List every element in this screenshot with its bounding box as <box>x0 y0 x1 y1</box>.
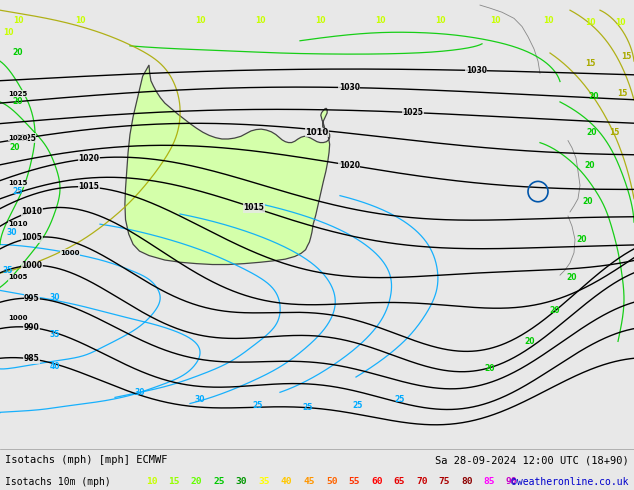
Text: 1025: 1025 <box>403 108 424 117</box>
Text: 90: 90 <box>506 477 517 486</box>
Text: 35: 35 <box>50 330 60 339</box>
Text: 25: 25 <box>353 401 363 410</box>
Text: 1030: 1030 <box>466 66 487 75</box>
Text: 25: 25 <box>213 477 225 486</box>
Text: 10: 10 <box>585 18 595 27</box>
Text: 30: 30 <box>195 395 205 404</box>
Text: 1000: 1000 <box>22 261 42 270</box>
Text: 15: 15 <box>169 477 180 486</box>
Text: 20: 20 <box>577 235 587 244</box>
Text: 40: 40 <box>281 477 292 486</box>
Text: 20: 20 <box>13 49 23 57</box>
Text: 10: 10 <box>489 16 500 25</box>
Text: 1005: 1005 <box>8 274 27 280</box>
Text: 995: 995 <box>24 294 39 303</box>
Text: 1020: 1020 <box>79 154 100 163</box>
Text: 1000: 1000 <box>8 315 27 321</box>
Text: 20: 20 <box>525 337 535 346</box>
Text: 20: 20 <box>589 92 599 101</box>
Text: 35: 35 <box>3 266 13 274</box>
Text: 15: 15 <box>617 89 627 98</box>
Text: 70: 70 <box>416 477 427 486</box>
Text: 10: 10 <box>146 477 157 486</box>
Polygon shape <box>125 65 330 265</box>
Text: 1020: 1020 <box>339 161 359 170</box>
Text: 20: 20 <box>485 365 495 373</box>
Text: 1015: 1015 <box>79 182 100 192</box>
Text: 10: 10 <box>615 18 625 27</box>
Text: 20: 20 <box>583 197 593 206</box>
Text: 30: 30 <box>7 228 17 237</box>
Text: 25: 25 <box>253 401 263 410</box>
Text: 85: 85 <box>483 477 495 486</box>
Text: 10: 10 <box>543 16 553 25</box>
Text: 1030: 1030 <box>339 83 359 92</box>
Text: 10: 10 <box>3 28 13 37</box>
Text: 1020: 1020 <box>8 135 27 141</box>
Text: 15: 15 <box>585 59 595 68</box>
Text: 20: 20 <box>13 98 23 106</box>
Text: 65: 65 <box>393 477 405 486</box>
Text: 20: 20 <box>586 128 597 137</box>
Text: 10: 10 <box>314 16 325 25</box>
Text: 990: 990 <box>24 323 40 332</box>
Text: 25: 25 <box>395 395 405 404</box>
Text: Isotachs (mph) [mph] ECMWF: Isotachs (mph) [mph] ECMWF <box>5 455 167 465</box>
Text: 30: 30 <box>49 293 60 302</box>
Text: 20: 20 <box>550 306 560 315</box>
Text: 10: 10 <box>435 16 445 25</box>
Text: 1010: 1010 <box>306 128 328 137</box>
Text: 1010: 1010 <box>8 221 27 227</box>
Text: 10: 10 <box>195 16 205 25</box>
Text: 40: 40 <box>49 362 60 371</box>
Text: 10: 10 <box>255 16 265 25</box>
Text: 1025: 1025 <box>15 133 36 143</box>
Text: 60: 60 <box>371 477 382 486</box>
Text: 1025: 1025 <box>8 91 27 97</box>
Text: 20: 20 <box>10 143 20 152</box>
Text: 35: 35 <box>258 477 270 486</box>
Text: ©weatheronline.co.uk: ©weatheronline.co.uk <box>512 477 629 487</box>
Text: 1000: 1000 <box>60 250 79 256</box>
Text: 45: 45 <box>303 477 315 486</box>
Text: 1005: 1005 <box>22 233 42 243</box>
Text: 55: 55 <box>349 477 360 486</box>
Text: 30: 30 <box>236 477 247 486</box>
Text: 10: 10 <box>75 16 85 25</box>
Text: 15: 15 <box>621 51 631 61</box>
Text: Isotachs 10m (mph): Isotachs 10m (mph) <box>5 477 111 487</box>
Text: 20: 20 <box>567 272 577 282</box>
Text: 1015: 1015 <box>8 180 27 186</box>
Text: 25: 25 <box>13 187 23 196</box>
Text: 15: 15 <box>609 128 619 137</box>
Text: 20: 20 <box>191 477 202 486</box>
Text: 10: 10 <box>375 16 385 25</box>
Text: 1010: 1010 <box>22 207 42 216</box>
Text: 75: 75 <box>439 477 450 486</box>
Text: 50: 50 <box>326 477 337 486</box>
Text: 1015: 1015 <box>243 203 264 212</box>
Text: 10: 10 <box>13 16 23 25</box>
Text: 80: 80 <box>461 477 472 486</box>
Text: 20: 20 <box>585 161 595 170</box>
Text: 25: 25 <box>303 403 313 412</box>
Text: 30: 30 <box>135 388 145 397</box>
Text: Sa 28-09-2024 12:00 UTC (18+90): Sa 28-09-2024 12:00 UTC (18+90) <box>435 455 629 465</box>
Text: 985: 985 <box>24 354 40 364</box>
